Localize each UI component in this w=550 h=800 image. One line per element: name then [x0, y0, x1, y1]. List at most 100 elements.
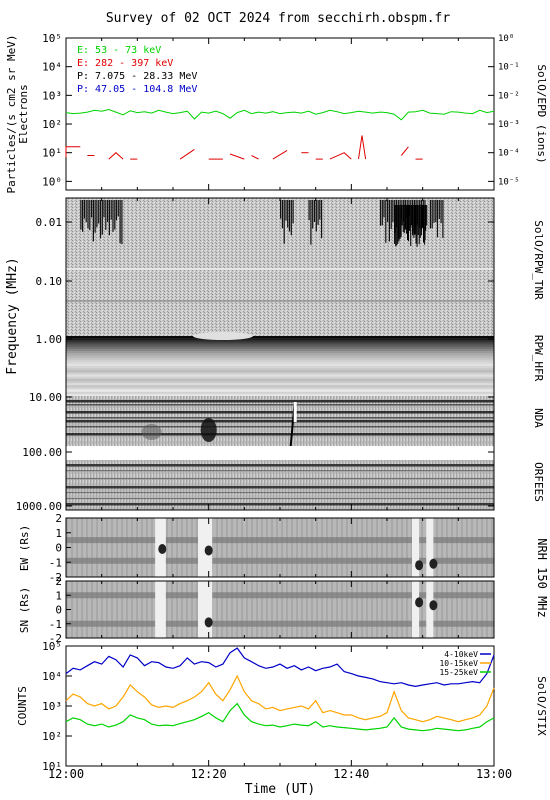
nrh-streak — [446, 581, 448, 638]
tnr-burst-line — [385, 200, 387, 243]
tnr-burst-line — [438, 200, 440, 219]
nrh-bright-source — [204, 617, 213, 628]
tnr-burst-line — [442, 200, 444, 238]
nrh-streak — [91, 581, 93, 638]
stix-legend-entry: 4-10keV — [444, 650, 478, 659]
hfr-stripe — [66, 374, 494, 378]
nda-line — [66, 420, 494, 423]
stix-plot-frame — [65, 645, 495, 767]
epd-series-segment — [400, 146, 409, 156]
tnr-burst-line — [435, 200, 437, 223]
nrh-streak — [236, 581, 238, 638]
tnr-burst-line — [287, 200, 289, 228]
nrh-y-tick-label: 1 — [55, 527, 62, 540]
nrh-streak — [96, 518, 98, 577]
nrh-streak — [126, 581, 128, 638]
nrh-streak — [336, 518, 338, 577]
nda-band — [66, 396, 494, 446]
nrh-streak — [456, 518, 458, 577]
tnr-burst-line — [388, 200, 390, 242]
nrh-streak — [381, 518, 383, 577]
nrh-streak — [181, 581, 183, 638]
spectrum-band-label: SolO/RPW_TNR — [532, 220, 545, 300]
nrh-streak — [491, 518, 493, 577]
tnr-burst-dense — [398, 205, 400, 242]
tnr-burst-line — [429, 200, 431, 229]
nrh-streak — [271, 518, 273, 577]
nrh-streak — [361, 581, 363, 638]
tnr-burst-line — [319, 200, 321, 220]
tnr-burst-dense — [412, 205, 414, 233]
stix-y-tick-label: 10¹ — [42, 760, 62, 773]
hfr-stripe — [66, 363, 494, 367]
stix-series-line — [65, 647, 495, 688]
nrh-streak — [281, 581, 283, 638]
spectrum-band-label: RPW_HFR — [532, 335, 545, 382]
hfr-stripe — [66, 370, 494, 373]
nrh-streak — [251, 581, 253, 638]
spectrum-y-tick-label: 1000.00 — [16, 500, 62, 513]
nrh-y-tick-label: -1 — [49, 618, 62, 631]
epd-legend-entry: E: 282 - 397 keV — [77, 58, 173, 69]
nrh-streak — [266, 518, 268, 577]
orfees-band — [66, 460, 494, 510]
tnr-burst-dense — [394, 205, 396, 244]
nrh-y-tick-label: 0 — [55, 604, 62, 617]
nrh-streak — [486, 581, 488, 638]
orfees-line — [66, 492, 494, 494]
nrh-streak — [141, 581, 143, 638]
nrh-streak — [306, 518, 308, 577]
tnr-burst-line — [87, 200, 89, 229]
nda-line — [66, 411, 494, 414]
nrh-streak — [386, 581, 388, 638]
hfr-stripe — [66, 391, 494, 395]
tnr-burst-dense — [405, 205, 407, 234]
hfr-stripe — [66, 344, 494, 348]
tnr-burst-line — [108, 200, 110, 236]
tnr-burst-marks — [80, 200, 444, 247]
tnr-burst-line — [91, 200, 93, 218]
nrh-streak — [481, 581, 483, 638]
x-tick-label: 12:40 — [333, 767, 369, 781]
nrh-streak — [96, 581, 98, 638]
tnr-burst-line — [99, 200, 102, 239]
tnr-burst-line — [436, 200, 439, 238]
hfr-stripe — [66, 376, 494, 380]
epd-y-tick-label: 10² — [42, 118, 62, 131]
nrh-streak — [471, 581, 473, 638]
hfr-stripe — [66, 353, 494, 356]
tnr-burst-line — [433, 200, 435, 223]
nrh-streak — [261, 581, 263, 638]
spectrum-gap — [66, 446, 494, 460]
nrh-y-tick-label: -2 — [49, 632, 62, 645]
tnr-burst-line — [292, 200, 294, 224]
nrh-streak — [111, 518, 113, 577]
hfr-stripe — [66, 381, 494, 384]
epd-y-tick-label: 10¹ — [42, 147, 62, 160]
nrh-streak — [291, 581, 293, 638]
nrh-streak — [301, 518, 303, 577]
epd-legend: E: 53 - 73 keV E: 282 - 397 keV P: 7.075 -… — [77, 45, 197, 95]
tnr-burst-line — [308, 200, 310, 221]
nrh-streak — [376, 518, 378, 577]
tnr-burst-dense — [423, 205, 424, 243]
tnr-burst-line — [379, 200, 382, 226]
nrh-streak — [116, 518, 118, 577]
stix-y-ticks: 10¹ 10² 10³ 10⁴ 10⁵ — [42, 640, 72, 773]
hfr-stripe — [66, 348, 494, 352]
tnr-burst-line — [290, 200, 292, 236]
nrh-streak — [131, 581, 133, 638]
nrh-gap — [155, 581, 166, 638]
epd-right-ticks: 10⁻⁵ 10⁻⁴ 10⁻³ 10⁻² 10⁻¹ 10⁰ — [488, 34, 520, 187]
nrh-streak — [256, 581, 258, 638]
nrh-streak — [276, 518, 278, 577]
nrh-streak — [296, 581, 298, 638]
nrh-streak — [351, 518, 353, 577]
spectrum-y-tick-label: 0.10 — [36, 275, 63, 288]
nrh-gap — [426, 581, 434, 638]
nrh-streak — [241, 581, 243, 638]
tnr-burst-line — [82, 200, 84, 232]
hfr-stripe — [66, 342, 494, 345]
